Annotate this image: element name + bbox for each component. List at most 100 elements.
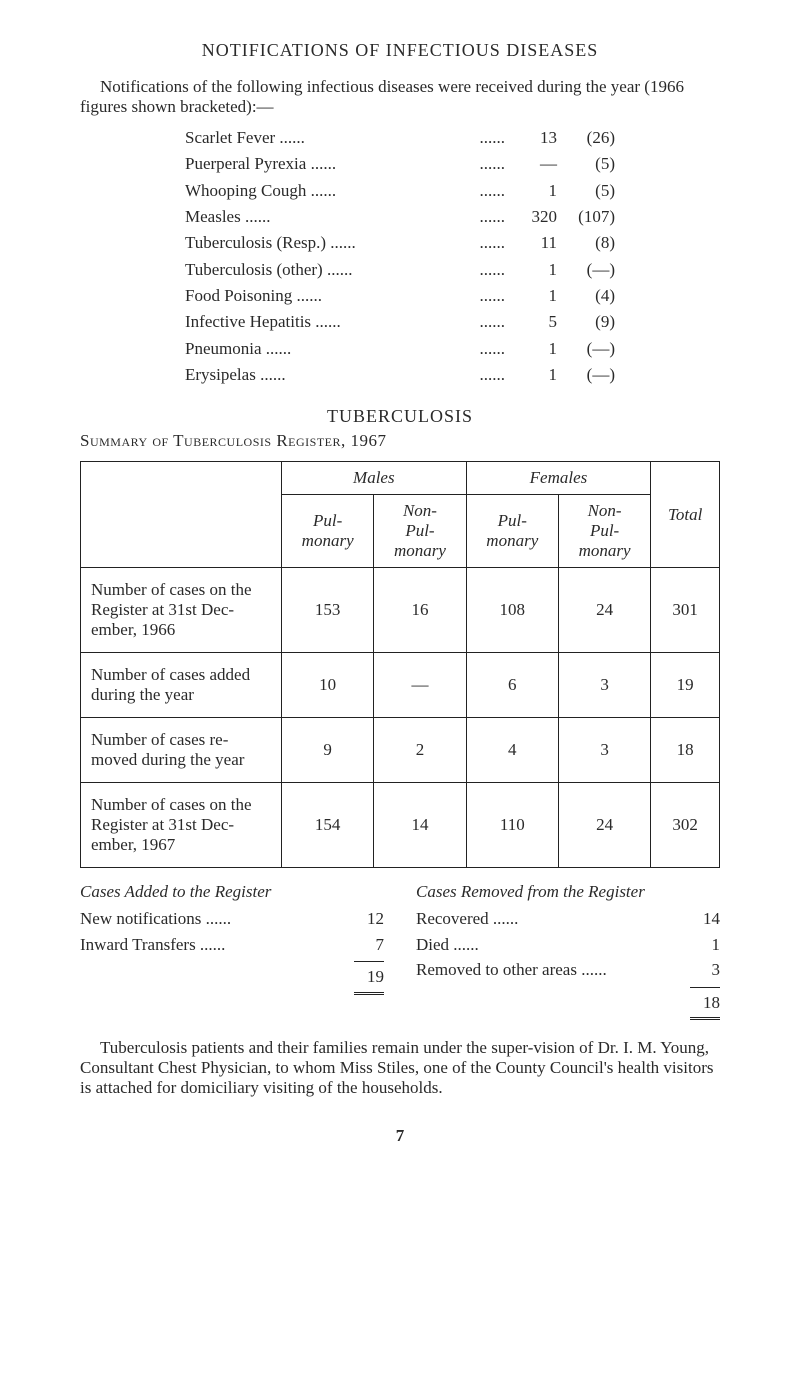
notification-row: Puerperal Pyrexia ............—(5) bbox=[185, 151, 615, 177]
register-value: 14 bbox=[690, 906, 720, 932]
table-cell: 9 bbox=[282, 718, 374, 783]
table-row: Number of cases on the Register at 31st … bbox=[81, 783, 720, 868]
page-number: 7 bbox=[80, 1126, 720, 1146]
table-header-m-nonpul: Non-Pul-monary bbox=[374, 495, 466, 568]
table-cell: 24 bbox=[558, 783, 650, 868]
tuberculosis-table: Males Females Total Pul-monary Non-Pul-m… bbox=[80, 461, 720, 868]
register-row: New notifications ......12 bbox=[80, 906, 384, 932]
notification-label: Scarlet Fever ...... bbox=[185, 125, 474, 151]
table-row-label: Number of cases added during the year bbox=[81, 653, 282, 718]
notification-row: Tuberculosis (Resp.) ............11(8) bbox=[185, 230, 615, 256]
table-header-m-pul: Pul-monary bbox=[282, 495, 374, 568]
register-label: Died ...... bbox=[416, 932, 690, 958]
register-label: Inward Transfers ...... bbox=[80, 932, 354, 958]
register-value: 7 bbox=[354, 932, 384, 958]
notification-value: 1 bbox=[511, 362, 557, 388]
closing-paragraph: Tuberculosis patients and their families… bbox=[80, 1038, 720, 1098]
table-header-males: Males bbox=[282, 462, 467, 495]
notification-row: Tuberculosis (other) ............1(—) bbox=[185, 257, 615, 283]
notification-value: 1 bbox=[511, 257, 557, 283]
table-cell: 10 bbox=[282, 653, 374, 718]
notification-label: Measles ...... bbox=[185, 204, 474, 230]
notification-value: 320 bbox=[511, 204, 557, 230]
table-cell: 6 bbox=[466, 653, 558, 718]
table-cell: 301 bbox=[651, 568, 720, 653]
notification-label: Tuberculosis (Resp.) ...... bbox=[185, 230, 474, 256]
register-label: New notifications ...... bbox=[80, 906, 354, 932]
notification-value: 11 bbox=[511, 230, 557, 256]
table-row-label: Number of cases on the Register at 31st … bbox=[81, 568, 282, 653]
notification-label: Infective Hepatitis ...... bbox=[185, 309, 474, 335]
register-row: Recovered ......14 bbox=[416, 906, 720, 932]
table-cell: 110 bbox=[466, 783, 558, 868]
notification-row: Scarlet Fever ............13(26) bbox=[185, 125, 615, 151]
register-row: Died ......1 bbox=[416, 932, 720, 958]
table-row-label: Number of cases on the Register at 31st … bbox=[81, 783, 282, 868]
page-title: NOTIFICATIONS OF INFECTIOUS DISEASES bbox=[80, 40, 720, 61]
notification-value: 13 bbox=[511, 125, 557, 151]
cases-added-total: 19 bbox=[354, 964, 384, 990]
notification-bracket: (9) bbox=[557, 309, 615, 335]
table-cell: 3 bbox=[558, 718, 650, 783]
table-row: Number of cases re-moved during the year… bbox=[81, 718, 720, 783]
notification-row: Erysipelas ............1(—) bbox=[185, 362, 615, 388]
table-cell: 153 bbox=[282, 568, 374, 653]
table-header-total: Total bbox=[651, 462, 720, 568]
notification-label: Puerperal Pyrexia ...... bbox=[185, 151, 474, 177]
notification-row: Pneumonia ............1(—) bbox=[185, 336, 615, 362]
notification-label: Whooping Cough ...... bbox=[185, 178, 474, 204]
notification-label: Tuberculosis (other) ...... bbox=[185, 257, 474, 283]
notification-bracket: (5) bbox=[557, 178, 615, 204]
table-row-label: Number of cases re-moved during the year bbox=[81, 718, 282, 783]
cases-removed-column: Cases Removed from the Register Recovere… bbox=[416, 882, 720, 1020]
cases-added-column: Cases Added to the Register New notifica… bbox=[80, 882, 384, 1020]
table-cell: 2 bbox=[374, 718, 466, 783]
table-header-f-nonpul: Non-Pul-monary bbox=[558, 495, 650, 568]
table-cell: 19 bbox=[651, 653, 720, 718]
notification-value: — bbox=[511, 151, 557, 177]
cases-removed-title: Cases Removed from the Register bbox=[416, 882, 720, 902]
table-cell: 3 bbox=[558, 653, 650, 718]
table-cell: 14 bbox=[374, 783, 466, 868]
table-cell: 154 bbox=[282, 783, 374, 868]
table-cell: 24 bbox=[558, 568, 650, 653]
notification-value: 5 bbox=[511, 309, 557, 335]
table-cell: 16 bbox=[374, 568, 466, 653]
table-row: Number of cases added during the year10—… bbox=[81, 653, 720, 718]
notification-bracket: (26) bbox=[557, 125, 615, 151]
table-cell: 4 bbox=[466, 718, 558, 783]
notification-bracket: (4) bbox=[557, 283, 615, 309]
notification-bracket: (8) bbox=[557, 230, 615, 256]
register-row: Inward Transfers ......7 bbox=[80, 932, 384, 958]
notification-bracket: (5) bbox=[557, 151, 615, 177]
register-row: Removed to other areas ......3 bbox=[416, 957, 720, 983]
table-cell: — bbox=[374, 653, 466, 718]
cases-removed-total: 18 bbox=[690, 990, 720, 1016]
table-cell: 108 bbox=[466, 568, 558, 653]
notification-value: 1 bbox=[511, 336, 557, 362]
tuberculosis-heading: TUBERCULOSIS bbox=[80, 406, 720, 427]
table-header-f-pul: Pul-monary bbox=[466, 495, 558, 568]
notification-bracket: (—) bbox=[557, 257, 615, 283]
register-value: 3 bbox=[690, 957, 720, 983]
table-cell: 302 bbox=[651, 783, 720, 868]
cases-added-title: Cases Added to the Register bbox=[80, 882, 384, 902]
register-value: 12 bbox=[354, 906, 384, 932]
table-cell: 18 bbox=[651, 718, 720, 783]
table-header-females: Females bbox=[466, 462, 651, 495]
notification-row: Food Poisoning ............1(4) bbox=[185, 283, 615, 309]
table-row: Number of cases on the Register at 31st … bbox=[81, 568, 720, 653]
register-label: Recovered ...... bbox=[416, 906, 690, 932]
notification-bracket: (—) bbox=[557, 362, 615, 388]
notification-label: Pneumonia ...... bbox=[185, 336, 474, 362]
tuberculosis-subheading: Summary of Tuberculosis Register, 1967 bbox=[80, 431, 720, 451]
notification-value: 1 bbox=[511, 178, 557, 204]
notification-label: Erysipelas ...... bbox=[185, 362, 474, 388]
notification-value: 1 bbox=[511, 283, 557, 309]
notification-bracket: (—) bbox=[557, 336, 615, 362]
notification-bracket: (107) bbox=[557, 204, 615, 230]
register-value: 1 bbox=[690, 932, 720, 958]
register-label: Removed to other areas ...... bbox=[416, 957, 690, 983]
notifications-list: Scarlet Fever ............13(26)Puerpera… bbox=[185, 125, 615, 388]
notification-row: Infective Hepatitis ............5(9) bbox=[185, 309, 615, 335]
